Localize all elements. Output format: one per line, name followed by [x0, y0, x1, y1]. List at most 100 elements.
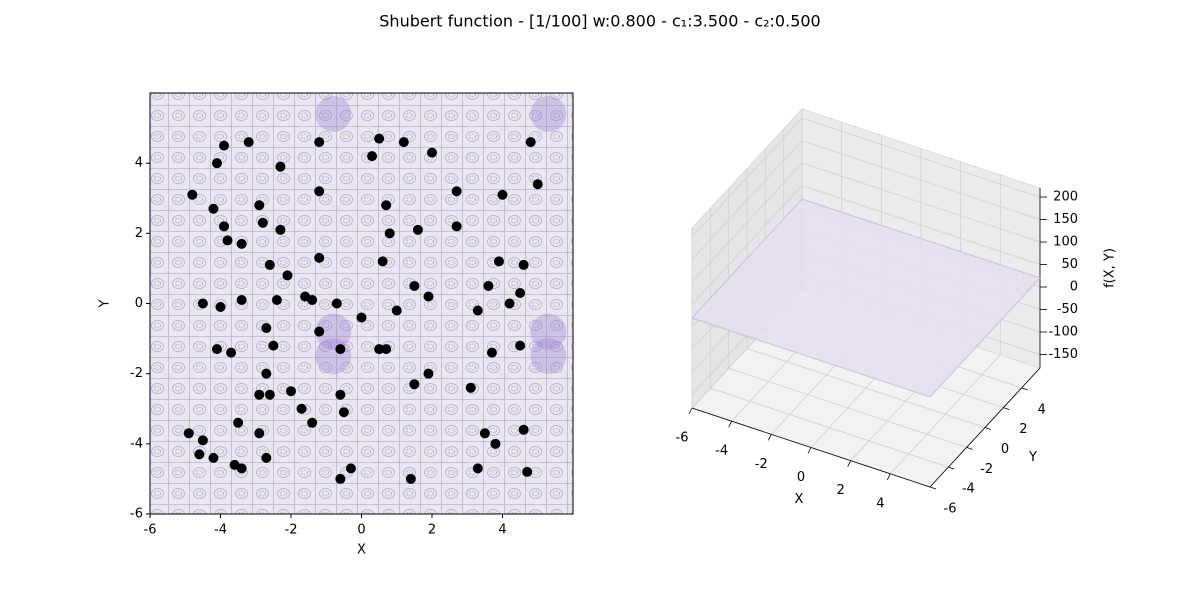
particle	[243, 137, 254, 148]
particle	[261, 323, 272, 334]
z-grid-line	[691, 140, 803, 260]
y-tick	[984, 427, 992, 430]
y-axis-line	[929, 367, 1041, 488]
x-tick	[886, 473, 891, 481]
particle	[381, 344, 392, 355]
x-tick-label: -2	[285, 523, 298, 538]
z-axis-label: f(X, Y)	[1103, 248, 1118, 288]
y-grid-line	[746, 348, 986, 428]
x-tick-label: 2	[837, 483, 845, 498]
particle	[194, 449, 205, 460]
particle	[219, 221, 230, 232]
particle	[254, 389, 265, 400]
surface	[691, 198, 1041, 398]
particle	[215, 302, 226, 313]
y-tick-label: -6	[944, 502, 957, 517]
z-tick-label: 0	[1070, 280, 1078, 295]
particle	[236, 238, 247, 249]
particle	[286, 386, 296, 397]
particle	[427, 147, 437, 158]
x-tick-label: -6	[144, 523, 157, 538]
x-tick	[807, 447, 812, 454]
contour-peak	[530, 313, 567, 350]
particle	[504, 298, 515, 309]
particle	[275, 224, 286, 235]
contour-peak	[315, 313, 352, 350]
y-axis-label: Y	[1028, 450, 1037, 465]
y-tick	[1021, 387, 1028, 391]
particle	[423, 368, 434, 379]
y-tick	[966, 446, 973, 450]
z-grid-line	[691, 185, 803, 305]
particle	[405, 473, 416, 484]
y-tick-label: -4	[130, 436, 143, 451]
particle	[254, 428, 265, 439]
z-tick-label: -50	[1057, 302, 1078, 317]
contour-peak	[530, 338, 567, 375]
y-tick-label: -6	[130, 507, 143, 522]
particle	[314, 137, 325, 148]
y-tick	[1003, 407, 1010, 411]
particle	[211, 158, 222, 169]
x-tick-label: 4	[498, 523, 506, 538]
x-axis-line	[691, 407, 931, 488]
z-grid-line	[801, 140, 1041, 220]
contour-peak	[315, 96, 352, 133]
particle	[522, 466, 533, 477]
particle	[518, 424, 529, 435]
contour-peak	[530, 96, 567, 133]
particle	[257, 217, 268, 228]
particle	[451, 221, 462, 232]
particle	[451, 186, 462, 197]
particle	[219, 140, 230, 151]
y-tick-label: -2	[980, 462, 993, 477]
particle	[208, 452, 219, 463]
z-grid-line	[691, 117, 803, 238]
z-tick-label: 100	[1053, 235, 1078, 250]
particle	[197, 298, 208, 309]
z-grid-line	[801, 162, 1041, 243]
y-tick-label: 2	[135, 226, 143, 241]
x-tick	[728, 420, 733, 428]
x-tick-label: -6	[676, 431, 689, 446]
particle	[356, 312, 367, 323]
particle	[391, 305, 402, 316]
particle	[409, 280, 420, 291]
z-tick-label: 150	[1053, 212, 1078, 227]
y-tick-label: 0	[135, 296, 143, 311]
particle	[398, 137, 409, 148]
particle	[264, 259, 275, 270]
particle	[264, 389, 275, 400]
particle	[465, 382, 476, 393]
particle	[412, 224, 423, 235]
particle	[208, 203, 219, 214]
particle	[515, 340, 526, 351]
y-tick-label: -4	[962, 482, 975, 497]
y-grid-line	[710, 387, 949, 468]
particle	[525, 137, 536, 148]
particle	[377, 256, 388, 267]
particle	[307, 417, 318, 428]
particle	[271, 294, 282, 305]
particle	[236, 294, 247, 305]
z-tick-label: 200	[1053, 190, 1078, 205]
particle	[222, 235, 233, 246]
particle	[518, 259, 529, 270]
y-tick-label: -2	[130, 366, 143, 381]
particle	[483, 280, 494, 291]
particle	[268, 340, 279, 351]
x-tick-label: 0	[357, 523, 365, 538]
y-tick-label: 4	[135, 156, 143, 171]
x-tick-label: -2	[755, 457, 768, 472]
particle	[254, 200, 265, 211]
particle	[226, 347, 237, 358]
particle	[314, 252, 325, 263]
z-tick-label: 50	[1061, 257, 1078, 272]
particle	[236, 463, 247, 474]
x-tick-label: -4	[214, 523, 227, 538]
particle	[282, 270, 293, 281]
y-tick	[948, 466, 955, 470]
z-grid-line	[691, 162, 803, 283]
particle	[335, 389, 346, 400]
